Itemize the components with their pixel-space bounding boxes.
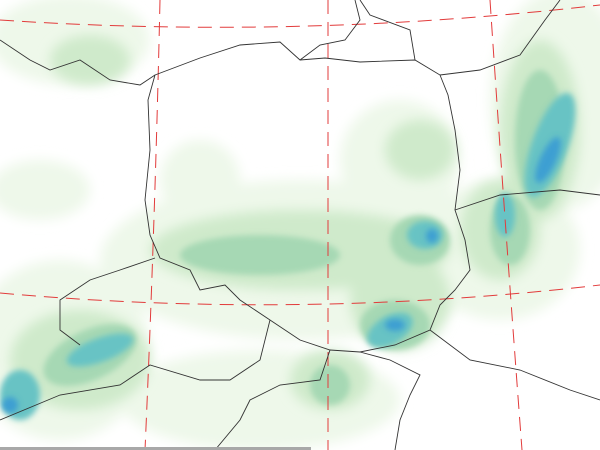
precip-level5 bbox=[2, 137, 561, 413]
horizontal-scrollbar[interactable] bbox=[0, 447, 311, 450]
